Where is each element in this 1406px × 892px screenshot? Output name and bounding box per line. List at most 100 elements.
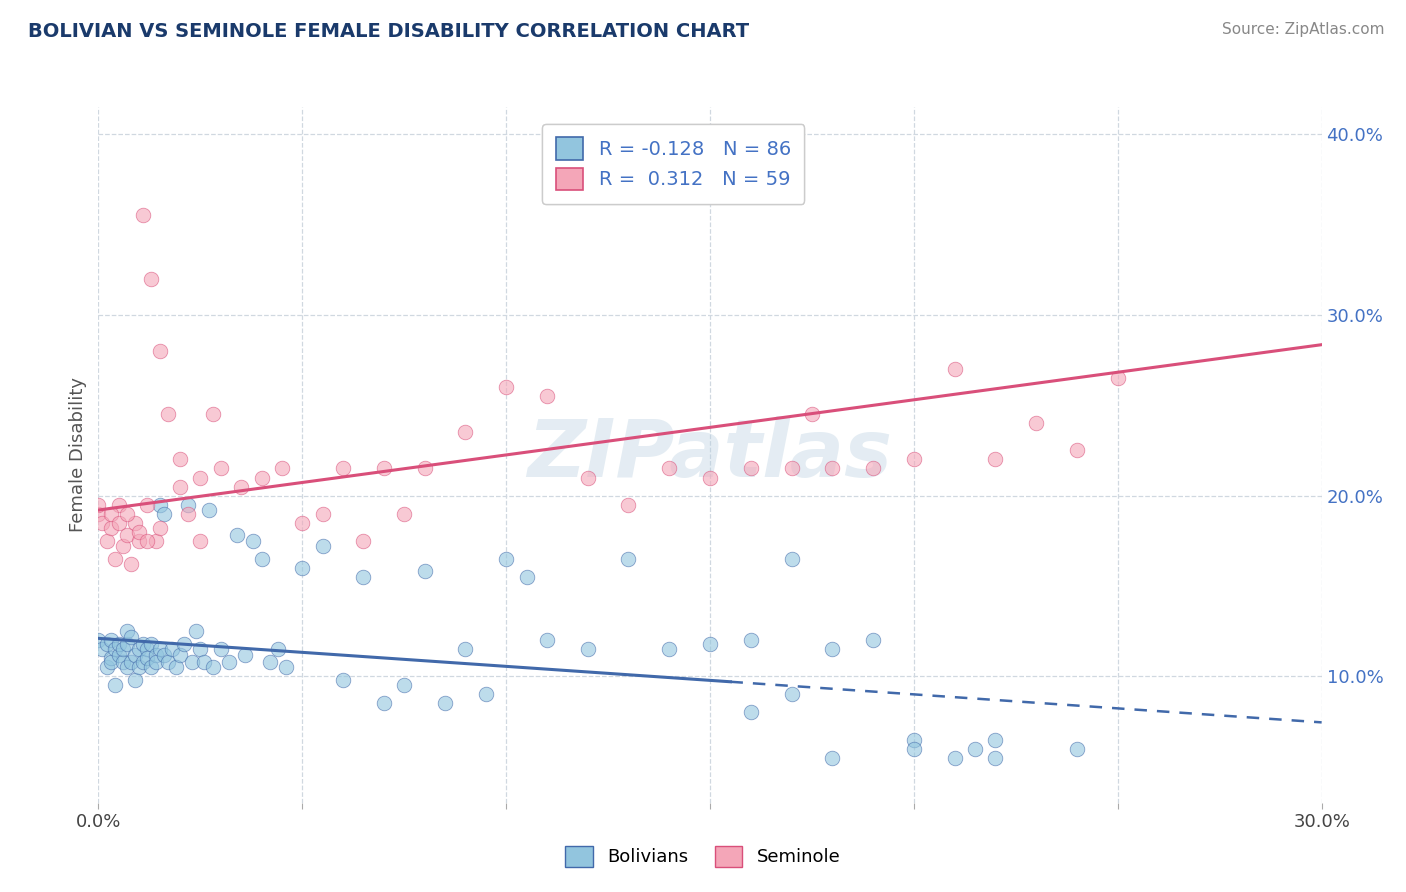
Point bbox=[136, 651, 159, 665]
Point bbox=[132, 655, 155, 669]
Point bbox=[100, 633, 122, 648]
Point bbox=[242, 533, 264, 548]
Point bbox=[862, 461, 884, 475]
Point bbox=[145, 533, 167, 548]
Point bbox=[903, 732, 925, 747]
Point bbox=[965, 741, 987, 756]
Point bbox=[984, 452, 1007, 467]
Point bbox=[226, 528, 249, 542]
Point bbox=[149, 344, 172, 359]
Point bbox=[903, 741, 925, 756]
Point bbox=[91, 516, 114, 530]
Point bbox=[267, 642, 290, 657]
Point bbox=[352, 533, 374, 548]
Point bbox=[617, 498, 640, 512]
Point bbox=[740, 461, 762, 475]
Point bbox=[780, 551, 803, 566]
Point bbox=[392, 507, 416, 521]
Point bbox=[576, 642, 599, 657]
Point bbox=[87, 633, 110, 648]
Point bbox=[392, 678, 416, 692]
Point bbox=[188, 533, 212, 548]
Point bbox=[124, 673, 146, 687]
Point bbox=[115, 660, 138, 674]
Point bbox=[124, 516, 146, 530]
Point bbox=[454, 425, 477, 440]
Point bbox=[903, 452, 925, 467]
Point bbox=[96, 660, 118, 674]
Point bbox=[160, 642, 183, 657]
Y-axis label: Female Disability: Female Disability bbox=[69, 377, 87, 533]
Point bbox=[87, 498, 110, 512]
Point bbox=[312, 507, 335, 521]
Point bbox=[149, 642, 172, 657]
Point bbox=[1107, 371, 1129, 385]
Point bbox=[984, 732, 1007, 747]
Point bbox=[821, 461, 844, 475]
Point bbox=[100, 655, 122, 669]
Point bbox=[152, 507, 174, 521]
Point bbox=[984, 750, 1007, 764]
Point bbox=[209, 461, 232, 475]
Point bbox=[128, 524, 150, 539]
Point bbox=[115, 624, 138, 639]
Point bbox=[201, 660, 224, 674]
Point bbox=[413, 565, 436, 579]
Point bbox=[197, 503, 219, 517]
Text: BOLIVIAN VS SEMINOLE FEMALE DISABILITY CORRELATION CHART: BOLIVIAN VS SEMINOLE FEMALE DISABILITY C… bbox=[28, 22, 749, 41]
Point bbox=[141, 660, 163, 674]
Text: ZIPatlas: ZIPatlas bbox=[527, 416, 893, 494]
Point bbox=[352, 570, 374, 584]
Point bbox=[780, 687, 803, 701]
Legend: R = -0.128   N = 86, R =  0.312   N = 59: R = -0.128 N = 86, R = 0.312 N = 59 bbox=[543, 124, 804, 203]
Point bbox=[658, 642, 681, 657]
Point bbox=[128, 642, 150, 657]
Point bbox=[149, 498, 172, 512]
Point bbox=[177, 498, 200, 512]
Point bbox=[108, 498, 131, 512]
Point bbox=[332, 673, 354, 687]
Point bbox=[108, 648, 131, 662]
Point bbox=[91, 642, 114, 657]
Point bbox=[250, 551, 273, 566]
Point bbox=[141, 271, 163, 285]
Point bbox=[120, 630, 142, 644]
Point bbox=[169, 648, 191, 662]
Point bbox=[120, 558, 142, 572]
Point bbox=[132, 209, 155, 223]
Point bbox=[173, 637, 195, 651]
Legend: Bolivians, Seminole: Bolivians, Seminole bbox=[558, 838, 848, 874]
Point bbox=[169, 479, 191, 493]
Point bbox=[270, 461, 294, 475]
Point bbox=[111, 642, 134, 657]
Point bbox=[821, 750, 844, 764]
Point bbox=[699, 470, 721, 484]
Point bbox=[104, 678, 127, 692]
Point bbox=[291, 561, 314, 575]
Point bbox=[943, 750, 966, 764]
Point bbox=[108, 516, 131, 530]
Point bbox=[474, 687, 498, 701]
Point bbox=[115, 637, 138, 651]
Point bbox=[132, 637, 155, 651]
Point bbox=[100, 507, 122, 521]
Point bbox=[536, 633, 558, 648]
Point bbox=[104, 642, 127, 657]
Point bbox=[495, 551, 517, 566]
Point bbox=[259, 655, 281, 669]
Point bbox=[145, 648, 167, 662]
Point bbox=[1025, 417, 1047, 431]
Point bbox=[516, 570, 538, 584]
Point bbox=[100, 521, 122, 535]
Point bbox=[209, 642, 232, 657]
Point bbox=[188, 470, 212, 484]
Point bbox=[413, 461, 436, 475]
Point bbox=[495, 380, 517, 394]
Point bbox=[536, 389, 558, 403]
Point bbox=[111, 539, 134, 553]
Point bbox=[193, 655, 215, 669]
Point bbox=[115, 507, 138, 521]
Point bbox=[332, 461, 354, 475]
Point bbox=[149, 521, 172, 535]
Point bbox=[862, 633, 884, 648]
